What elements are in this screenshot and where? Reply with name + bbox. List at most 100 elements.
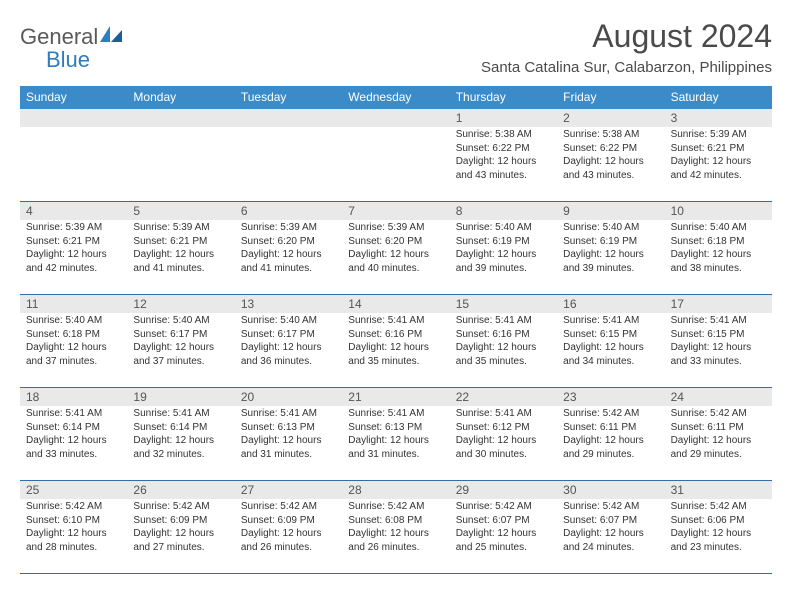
daylight1-text: Daylight: 12 hours — [241, 342, 336, 355]
day-number: 19 — [127, 388, 234, 406]
day-number: 16 — [557, 295, 664, 313]
sunrise-text: Sunrise: 5:40 AM — [563, 222, 658, 235]
daylight2-text: and 43 minutes. — [456, 170, 551, 183]
day-details: Sunrise: 5:41 AMSunset: 6:13 PMDaylight:… — [342, 406, 449, 466]
sunrise-text: Sunrise: 5:39 AM — [26, 222, 121, 235]
sunrise-text: Sunrise: 5:41 AM — [348, 315, 443, 328]
day-number: 24 — [665, 388, 772, 406]
sunset-text: Sunset: 6:21 PM — [133, 236, 228, 249]
day-number: 22 — [450, 388, 557, 406]
calendar-page: General Blue August 2024 Santa Catalina … — [0, 0, 792, 584]
day-details: Sunrise: 5:42 AMSunset: 6:06 PMDaylight:… — [665, 499, 772, 559]
title-block: August 2024 Santa Catalina Sur, Calabarz… — [481, 18, 772, 76]
day-cell: 31Sunrise: 5:42 AMSunset: 6:06 PMDayligh… — [665, 481, 772, 573]
day-cell: 2Sunrise: 5:38 AMSunset: 6:22 PMDaylight… — [557, 109, 664, 201]
daylight2-text: and 27 minutes. — [133, 542, 228, 555]
day-number: 7 — [342, 202, 449, 220]
sunset-text: Sunset: 6:20 PM — [348, 236, 443, 249]
sunset-text: Sunset: 6:18 PM — [26, 329, 121, 342]
day-number: 27 — [235, 481, 342, 499]
day-cell: 7Sunrise: 5:39 AMSunset: 6:20 PMDaylight… — [342, 202, 449, 294]
daylight2-text: and 42 minutes. — [671, 170, 766, 183]
sunrise-text: Sunrise: 5:42 AM — [348, 501, 443, 514]
day-details: Sunrise: 5:42 AMSunset: 6:11 PMDaylight:… — [557, 406, 664, 466]
daylight2-text: and 33 minutes. — [26, 449, 121, 462]
sunset-text: Sunset: 6:08 PM — [348, 515, 443, 528]
day-details: Sunrise: 5:42 AMSunset: 6:07 PMDaylight:… — [450, 499, 557, 559]
daylight2-text: and 32 minutes. — [133, 449, 228, 462]
sunset-text: Sunset: 6:14 PM — [26, 422, 121, 435]
weekday-header: Friday — [557, 86, 664, 109]
day-number: 5 — [127, 202, 234, 220]
sunrise-text: Sunrise: 5:41 AM — [563, 315, 658, 328]
day-cell: 18Sunrise: 5:41 AMSunset: 6:14 PMDayligh… — [20, 388, 127, 480]
daylight2-text: and 28 minutes. — [26, 542, 121, 555]
sunrise-text: Sunrise: 5:39 AM — [348, 222, 443, 235]
day-number: 14 — [342, 295, 449, 313]
location-text: Santa Catalina Sur, Calabarzon, Philippi… — [481, 59, 772, 76]
day-cell: 17Sunrise: 5:41 AMSunset: 6:15 PMDayligh… — [665, 295, 772, 387]
day-number: 28 — [342, 481, 449, 499]
day-details: Sunrise: 5:41 AMSunset: 6:14 PMDaylight:… — [20, 406, 127, 466]
sunrise-text: Sunrise: 5:41 AM — [456, 408, 551, 421]
daylight1-text: Daylight: 12 hours — [563, 435, 658, 448]
logo-sail-icon — [98, 24, 124, 49]
day-cell: 8Sunrise: 5:40 AMSunset: 6:19 PMDaylight… — [450, 202, 557, 294]
day-details: Sunrise: 5:40 AMSunset: 6:19 PMDaylight:… — [450, 220, 557, 280]
calendar-grid: Sunday Monday Tuesday Wednesday Thursday… — [20, 86, 772, 574]
daylight1-text: Daylight: 12 hours — [563, 342, 658, 355]
daylight1-text: Daylight: 12 hours — [671, 528, 766, 541]
daylight1-text: Daylight: 12 hours — [348, 528, 443, 541]
day-number: 4 — [20, 202, 127, 220]
day-details: Sunrise: 5:38 AMSunset: 6:22 PMDaylight:… — [450, 127, 557, 187]
weekday-header: Tuesday — [235, 86, 342, 109]
day-details: Sunrise: 5:41 AMSunset: 6:16 PMDaylight:… — [342, 313, 449, 373]
sunrise-text: Sunrise: 5:40 AM — [456, 222, 551, 235]
day-number: 6 — [235, 202, 342, 220]
daylight2-text: and 42 minutes. — [26, 263, 121, 276]
daylight2-text: and 25 minutes. — [456, 542, 551, 555]
daylight2-text: and 35 minutes. — [456, 356, 551, 369]
day-number: 9 — [557, 202, 664, 220]
daylight2-text: and 41 minutes. — [241, 263, 336, 276]
day-number: 2 — [557, 109, 664, 127]
daylight1-text: Daylight: 12 hours — [671, 249, 766, 262]
header: General Blue August 2024 Santa Catalina … — [20, 18, 772, 76]
sunrise-text: Sunrise: 5:39 AM — [133, 222, 228, 235]
sunrise-text: Sunrise: 5:42 AM — [563, 408, 658, 421]
sunset-text: Sunset: 6:18 PM — [671, 236, 766, 249]
day-details: Sunrise: 5:42 AMSunset: 6:09 PMDaylight:… — [127, 499, 234, 559]
day-details: Sunrise: 5:41 AMSunset: 6:15 PMDaylight:… — [665, 313, 772, 373]
day-cell: 6Sunrise: 5:39 AMSunset: 6:20 PMDaylight… — [235, 202, 342, 294]
day-details: Sunrise: 5:41 AMSunset: 6:15 PMDaylight:… — [557, 313, 664, 373]
sunset-text: Sunset: 6:19 PM — [456, 236, 551, 249]
daylight2-text: and 30 minutes. — [456, 449, 551, 462]
daylight1-text: Daylight: 12 hours — [456, 528, 551, 541]
day-number — [235, 109, 342, 127]
sunset-text: Sunset: 6:11 PM — [563, 422, 658, 435]
day-number: 11 — [20, 295, 127, 313]
sunrise-text: Sunrise: 5:41 AM — [26, 408, 121, 421]
daylight2-text: and 24 minutes. — [563, 542, 658, 555]
daylight2-text: and 40 minutes. — [348, 263, 443, 276]
day-number — [342, 109, 449, 127]
day-details: Sunrise: 5:39 AMSunset: 6:21 PMDaylight:… — [20, 220, 127, 280]
day-cell: 22Sunrise: 5:41 AMSunset: 6:12 PMDayligh… — [450, 388, 557, 480]
weekday-header-row: Sunday Monday Tuesday Wednesday Thursday… — [20, 86, 772, 109]
daylight1-text: Daylight: 12 hours — [26, 249, 121, 262]
weekday-header: Sunday — [20, 86, 127, 109]
daylight2-text: and 29 minutes. — [563, 449, 658, 462]
day-details: Sunrise: 5:40 AMSunset: 6:18 PMDaylight:… — [20, 313, 127, 373]
sunrise-text: Sunrise: 5:42 AM — [671, 408, 766, 421]
daylight1-text: Daylight: 12 hours — [563, 249, 658, 262]
sunset-text: Sunset: 6:22 PM — [563, 143, 658, 156]
weekday-header: Saturday — [665, 86, 772, 109]
sunrise-text: Sunrise: 5:42 AM — [26, 501, 121, 514]
day-details: Sunrise: 5:42 AMSunset: 6:09 PMDaylight:… — [235, 499, 342, 559]
daylight1-text: Daylight: 12 hours — [456, 156, 551, 169]
day-details: Sunrise: 5:39 AMSunset: 6:20 PMDaylight:… — [235, 220, 342, 280]
day-number: 1 — [450, 109, 557, 127]
sunset-text: Sunset: 6:07 PM — [456, 515, 551, 528]
daylight2-text: and 31 minutes. — [348, 449, 443, 462]
day-cell: 10Sunrise: 5:40 AMSunset: 6:18 PMDayligh… — [665, 202, 772, 294]
